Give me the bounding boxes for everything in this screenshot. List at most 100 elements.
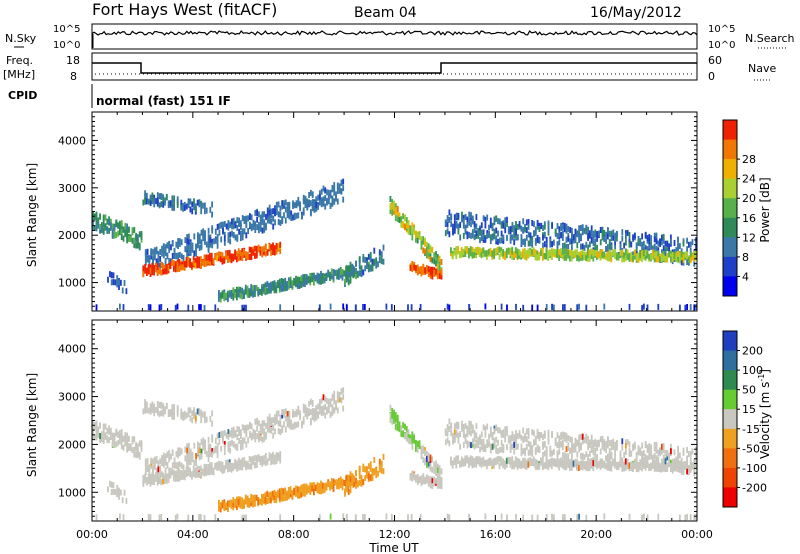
velocity-cell bbox=[599, 464, 602, 471]
power-cell bbox=[191, 262, 193, 269]
power-cell bbox=[177, 252, 179, 259]
velocity-cell bbox=[252, 494, 254, 501]
power-cell bbox=[111, 226, 114, 233]
velocity-cell bbox=[558, 458, 560, 465]
velocity-cell bbox=[657, 465, 660, 472]
power-cell bbox=[189, 241, 192, 247]
power-cell bbox=[502, 222, 505, 229]
velocity-cell bbox=[274, 414, 276, 421]
power-cell bbox=[216, 242, 219, 249]
velocity-cell bbox=[211, 434, 214, 441]
power-cell bbox=[520, 251, 523, 258]
power-cell bbox=[427, 266, 430, 273]
velocity-cell bbox=[407, 514, 409, 521]
power-cell bbox=[268, 283, 270, 290]
velocity-cell bbox=[489, 431, 492, 438]
power-cell bbox=[164, 261, 167, 268]
power-cell bbox=[457, 223, 460, 230]
velocity-cell bbox=[394, 416, 397, 423]
velocity-cell bbox=[587, 461, 589, 468]
velocity-cell bbox=[213, 447, 215, 454]
power-cell bbox=[188, 233, 190, 240]
velocity-cell bbox=[244, 494, 247, 501]
velocity-cell bbox=[232, 426, 235, 433]
power-cell bbox=[562, 223, 564, 230]
velocity-cell bbox=[128, 436, 130, 442]
velocity-cell bbox=[186, 443, 188, 450]
velocity-cell bbox=[236, 443, 239, 450]
velocity-cell bbox=[313, 415, 316, 422]
power-cell bbox=[563, 254, 566, 261]
velocity-cell bbox=[556, 432, 559, 439]
velocity-cell bbox=[427, 460, 430, 467]
velocity-cell bbox=[576, 514, 579, 521]
velocity-cell bbox=[632, 443, 634, 450]
velocity-cell bbox=[241, 443, 244, 450]
power-cell bbox=[329, 303, 332, 310]
power-cell bbox=[380, 251, 383, 258]
velocity-cell bbox=[462, 424, 465, 430]
power-cell bbox=[320, 188, 323, 195]
power-cell bbox=[255, 245, 258, 252]
velocity-cell bbox=[460, 461, 463, 467]
velocity-heatmap bbox=[92, 387, 697, 521]
velocity-cell bbox=[277, 452, 280, 459]
power-cell bbox=[192, 260, 195, 266]
power-cell bbox=[278, 278, 281, 285]
power-cell bbox=[200, 256, 202, 263]
power-cell bbox=[326, 189, 328, 196]
velocity-cell bbox=[427, 452, 430, 459]
power-cell bbox=[318, 304, 321, 311]
power-cell bbox=[455, 220, 458, 227]
power-cell bbox=[664, 256, 667, 263]
power-cell bbox=[522, 248, 524, 255]
velocity-cell bbox=[225, 461, 227, 467]
power-cell bbox=[225, 223, 228, 230]
power-cell bbox=[516, 234, 519, 241]
velocity-cell bbox=[601, 461, 604, 468]
power-cell bbox=[191, 201, 194, 208]
power-cell bbox=[556, 223, 559, 230]
power-cell bbox=[655, 256, 658, 263]
velocity-cell bbox=[223, 444, 226, 451]
velocity-cell bbox=[249, 423, 251, 430]
velocity-cell bbox=[436, 463, 439, 470]
power-cell bbox=[378, 257, 381, 264]
power-cell bbox=[531, 235, 534, 242]
velocity-cell bbox=[583, 454, 586, 461]
velocity-cell bbox=[146, 458, 149, 465]
power-cell bbox=[295, 212, 298, 219]
power-cell bbox=[295, 200, 298, 207]
velocity-cell bbox=[390, 514, 393, 520]
power-cell bbox=[502, 250, 505, 257]
power-cell bbox=[279, 248, 282, 255]
power-cell bbox=[171, 204, 174, 211]
velocity-cell bbox=[657, 459, 660, 466]
velocity-cell bbox=[534, 439, 537, 445]
velocity-cell bbox=[104, 432, 107, 439]
power-cell bbox=[261, 286, 263, 293]
power-cell bbox=[534, 253, 537, 260]
power-cell bbox=[462, 218, 465, 225]
power-cell bbox=[310, 189, 312, 196]
velocity-cell bbox=[180, 474, 182, 481]
y-tick-label: 2000 bbox=[58, 229, 86, 242]
power-cell bbox=[277, 211, 280, 218]
power-cell bbox=[335, 191, 337, 198]
power-cell bbox=[608, 230, 611, 237]
velocity-cell bbox=[107, 486, 109, 493]
power-cell bbox=[538, 237, 541, 244]
power-cell bbox=[644, 249, 647, 256]
velocity-cell bbox=[391, 418, 394, 425]
power-cell bbox=[394, 215, 397, 222]
velocity-cell bbox=[605, 455, 607, 462]
power-cell bbox=[162, 243, 165, 250]
power-cell bbox=[176, 201, 179, 208]
power-cell bbox=[402, 213, 404, 220]
power-cell bbox=[309, 272, 312, 279]
power-cell bbox=[527, 223, 530, 230]
power-cell bbox=[608, 255, 611, 262]
power-cell bbox=[259, 225, 262, 232]
power-cell bbox=[227, 296, 229, 303]
